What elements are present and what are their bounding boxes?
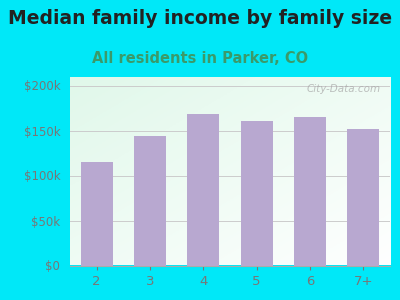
Bar [81, 162, 113, 266]
Bar [294, 117, 326, 266]
Bar [347, 129, 379, 266]
Text: All residents in Parker, CO: All residents in Parker, CO [92, 51, 308, 66]
Bar [187, 114, 219, 266]
Text: City-Data.com: City-Data.com [306, 84, 380, 94]
Bar [134, 136, 166, 266]
Text: Median family income by family size: Median family income by family size [8, 9, 392, 28]
Bar [241, 121, 273, 266]
